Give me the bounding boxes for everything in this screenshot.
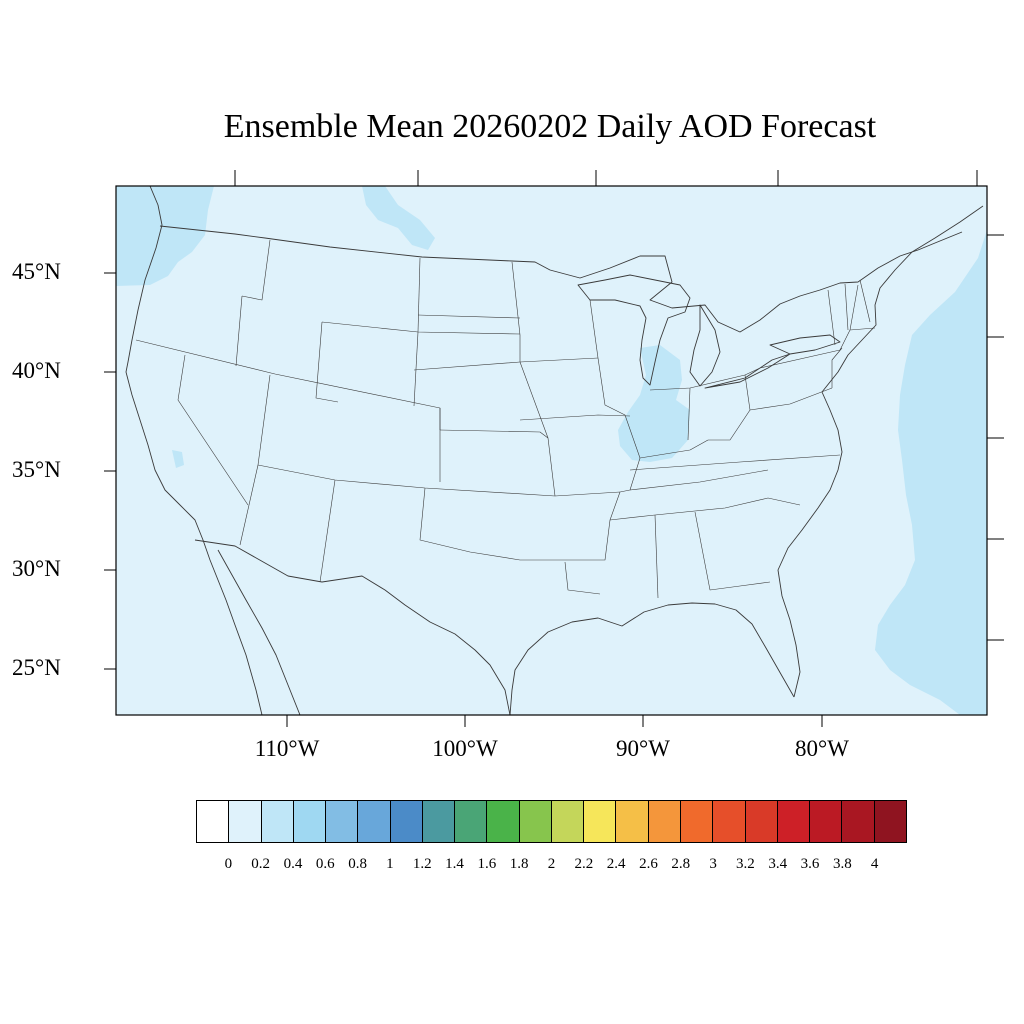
colorbar-tick-label: 2.6 — [639, 856, 658, 872]
colorbar-swatch — [229, 801, 262, 842]
canada-border — [159, 225, 963, 333]
plume-california — [172, 450, 184, 468]
colorbar-tick-label: 3.8 — [832, 856, 852, 872]
map-title: Ensemble Mean 20260202 Daily AOD Forecas… — [223, 108, 877, 145]
coastline-east — [777, 205, 984, 698]
colorbar-tick-label: 3.2 — [736, 856, 755, 872]
colorbar-tick-label: 0.4 — [283, 856, 303, 872]
colorbar-tick-label: 3.6 — [800, 856, 820, 872]
colorbar-tick-label: 1.4 — [445, 856, 464, 872]
colorbar-swatch — [616, 801, 649, 842]
colorbar-swatch — [326, 801, 359, 842]
colorbar-swatch — [584, 801, 617, 842]
colorbar-tick-label: 1 — [386, 856, 394, 872]
colorbar — [196, 800, 907, 843]
colorbar-tick-label: 2.4 — [606, 856, 626, 872]
colorbar-swatch — [422, 801, 456, 842]
colorbar-tick-label: 2 — [547, 856, 556, 872]
map-frame — [115, 185, 988, 716]
colorbar-swatch — [745, 801, 778, 842]
colorbar-swatch — [648, 801, 681, 842]
colorbar-swatch — [810, 801, 843, 842]
colorbar-swatch — [519, 801, 552, 842]
coastline-gulf — [509, 602, 795, 715]
colorbar-swatch — [713, 801, 746, 842]
boundaries — [125, 186, 984, 715]
colorbar-swatch — [390, 801, 423, 842]
plume-atlantic — [875, 230, 987, 715]
colorbar-tick-label: 0.8 — [348, 856, 367, 872]
colorbar-tick-label: 3 — [709, 856, 717, 872]
colorbar-tick-label: 4 — [870, 856, 879, 872]
colorbar-swatch — [197, 801, 230, 842]
great-lakes — [577, 274, 841, 389]
colorbar-swatch — [261, 801, 294, 842]
lon-label: 90°W — [616, 736, 670, 761]
aod-plumes — [116, 186, 987, 715]
lat-label: 30°N — [12, 556, 61, 581]
colorbar-tick-label: 2.8 — [671, 856, 691, 872]
lon-label: 100°W — [432, 736, 498, 761]
colorbar-swatch — [358, 801, 391, 842]
colorbar-swatch — [680, 801, 714, 842]
lat-label: 45°N — [12, 259, 61, 284]
colorbar-swatch — [487, 801, 520, 842]
colorbar-tick-label: 0.6 — [315, 856, 335, 872]
colorbar-tick-label: 1.6 — [477, 856, 497, 872]
baja-peninsula-coast — [217, 549, 301, 715]
lat-label: 40°N — [12, 358, 61, 383]
lat-label: 25°N — [12, 655, 61, 680]
mexico-border — [194, 539, 511, 715]
colorbar-swatch — [551, 801, 585, 842]
plume-montana — [362, 186, 435, 250]
lon-label: 110°W — [254, 736, 320, 761]
colorbar-tick-label: 0 — [224, 856, 233, 872]
colorbar-tick-label: 1.2 — [412, 856, 432, 872]
coastline-west — [125, 186, 263, 715]
axis-ticks — [104, 170, 1004, 727]
colorbar-swatch — [777, 801, 811, 842]
state-lines — [135, 239, 876, 599]
colorbar-swatch — [874, 801, 906, 842]
plume-pacific-northwest — [116, 186, 214, 286]
colorbar-swatch — [455, 801, 488, 842]
colorbar-tick-label: 0.2 — [251, 856, 270, 872]
lon-label: 80°W — [795, 736, 849, 761]
colorbar-tick-label: 3.4 — [768, 856, 788, 872]
colorbar-swatch — [842, 801, 875, 842]
map-background — [116, 186, 987, 715]
lat-label: 35°N — [12, 457, 61, 482]
colorbar-tick-label: 1.8 — [509, 856, 529, 872]
colorbar-tick-label: 2.2 — [574, 856, 594, 872]
colorbar-swatch — [293, 801, 327, 842]
plume-illinois-indiana — [618, 345, 690, 462]
